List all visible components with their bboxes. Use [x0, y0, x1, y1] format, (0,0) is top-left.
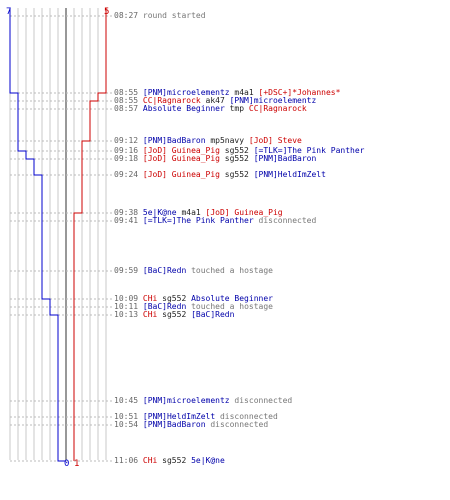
weapon-name: m4a1	[229, 88, 259, 97]
player-name: CHi	[142, 456, 158, 465]
player-name: CHi	[142, 310, 158, 319]
weapon-name: mp5navy	[205, 136, 249, 145]
blue-team-player-count-line	[9, 8, 66, 462]
player-name: [BaC]Redn	[191, 310, 235, 319]
red-start-count: 5	[104, 7, 109, 17]
event-time: 08:55	[114, 88, 143, 97]
player-name: [PNM]microelementz	[142, 88, 230, 97]
event-row: 10:54 [PNM]BadBaron disconnected	[114, 420, 268, 429]
player-name: [PNM]microelementz	[142, 396, 230, 405]
event-time: 10:09	[114, 294, 143, 303]
player-name: 5e|K@ne	[142, 208, 177, 217]
event-time: 09:38	[114, 208, 143, 217]
event-message: touched a hostage	[186, 266, 273, 275]
blue-end-count: 0	[64, 459, 69, 469]
event-row: 08:27 round started	[114, 11, 206, 20]
event-message: disconnected	[205, 420, 269, 429]
event-message: round started	[142, 11, 206, 20]
player-name: Absolute Beginner	[142, 104, 225, 113]
event-row: 09:18 [JoD] Guinea_Pig sg552 [PNM]BadBar…	[114, 154, 316, 163]
weapon-name: ak47	[200, 96, 230, 105]
weapon-name: m4a1	[176, 208, 206, 217]
player-name: [=TLK=]The Pink Panther	[142, 216, 254, 225]
event-message: touched a hostage	[186, 302, 273, 311]
player-name: [PNM]HeldImZelt	[253, 170, 326, 179]
event-message: disconnected	[215, 412, 278, 421]
event-row: 10:09 CHi sg552 Absolute Beginner	[114, 294, 273, 303]
event-time: 08:57	[114, 104, 143, 113]
event-row: 08:57 Absolute Beginner tmp CC|Ragnarock	[114, 104, 307, 113]
weapon-name: sg552	[157, 310, 192, 319]
player-name: [JoD] Guinea_Pig	[142, 146, 220, 155]
red-team-player-count-line	[73, 8, 107, 461]
event-time: 09:18	[114, 154, 143, 163]
player-name: [PNM]microelementz	[229, 96, 317, 105]
event-row: 09:12 [PNM]BadBaron mp5navy [JoD] Steve	[114, 136, 302, 145]
event-time: 08:27	[114, 11, 143, 20]
player-name: [PNM]BadBaron	[142, 136, 206, 145]
event-time: 10:11	[114, 302, 143, 311]
player-name: [PNM]HeldImZelt	[142, 412, 216, 421]
event-time: 09:41	[114, 216, 143, 225]
event-time: 10:54	[114, 420, 143, 429]
event-time: 10:45	[114, 396, 143, 405]
player-name: [BaC]Redn	[142, 266, 187, 275]
event-row: 09:41 [=TLK=]The Pink Panther disconnect…	[114, 216, 316, 225]
event-row: 09:59 [BaC]Redn touched a hostage	[114, 266, 273, 275]
event-message: disconnected	[253, 216, 317, 225]
blue-start-count: 7	[6, 7, 11, 17]
player-name: [JoD] Steve	[248, 136, 302, 145]
player-name: [PNM]BadBaron	[253, 154, 317, 163]
player-name: [JoD] Guinea_Pig	[142, 154, 220, 163]
weapon-name: sg552	[219, 146, 254, 155]
event-row: 10:13 CHi sg552 [BaC]Redn	[114, 310, 234, 319]
event-time: 10:51	[114, 412, 143, 421]
event-time: 10:13	[114, 310, 143, 319]
event-guide-lines	[10, 15, 112, 462]
event-time: 09:16	[114, 146, 143, 155]
event-time: 09:59	[114, 266, 143, 275]
player-name: CHi	[142, 294, 158, 303]
player-name: [PNM]BadBaron	[142, 420, 206, 429]
event-row: 09:38 5e|K@ne m4a1 [JoD] Guinea_Pig	[114, 208, 283, 217]
event-time: 09:12	[114, 136, 143, 145]
weapon-name: sg552	[219, 170, 254, 179]
event-row: 09:24 [JoD] Guinea_Pig sg552 [PNM]HeldIm…	[114, 170, 326, 179]
event-row: 10:45 [PNM]microelementz disconnected	[114, 396, 292, 405]
event-row: 09:16 [JoD] Guinea_Pig sg552 [=TLK=]The …	[114, 146, 364, 155]
player-name: Absolute Beginner	[191, 294, 273, 303]
player-name: [BaC]Redn	[142, 302, 187, 311]
event-row: 10:51 [PNM]HeldImZelt disconnected	[114, 412, 278, 421]
weapon-name: sg552	[219, 154, 254, 163]
weapon-name: sg552	[157, 294, 192, 303]
player-name: CC|Ragnarock	[248, 104, 307, 113]
player-name: [JoD] Guinea_Pig	[205, 208, 283, 217]
red-end-count: 1	[74, 459, 79, 469]
player-name: CC|Ragnarock	[142, 96, 201, 105]
event-row: 10:11 [BaC]Redn touched a hostage	[114, 302, 273, 311]
player-name: 5e|K@ne	[191, 456, 225, 465]
event-time: 11:06	[114, 456, 143, 465]
event-row: 08:55 [PNM]microelementz m4a1 [+DSC+]*Jo…	[114, 88, 340, 97]
event-row: 11:06 CHi sg552 5e|K@ne	[114, 456, 225, 465]
event-time: 09:24	[114, 170, 143, 179]
event-time: 08:55	[114, 96, 143, 105]
player-name: [JoD] Guinea_Pig	[142, 170, 220, 179]
player-name: [+DSC+]*Johannes*	[258, 88, 341, 97]
event-message: disconnected	[229, 396, 293, 405]
event-row: 08:55 CC|Ragnarock ak47 [PNM]microelemen…	[114, 96, 316, 105]
player-name: [=TLK=]The Pink Panther	[253, 146, 365, 155]
weapon-name: sg552	[157, 456, 192, 465]
weapon-name: tmp	[224, 104, 249, 113]
